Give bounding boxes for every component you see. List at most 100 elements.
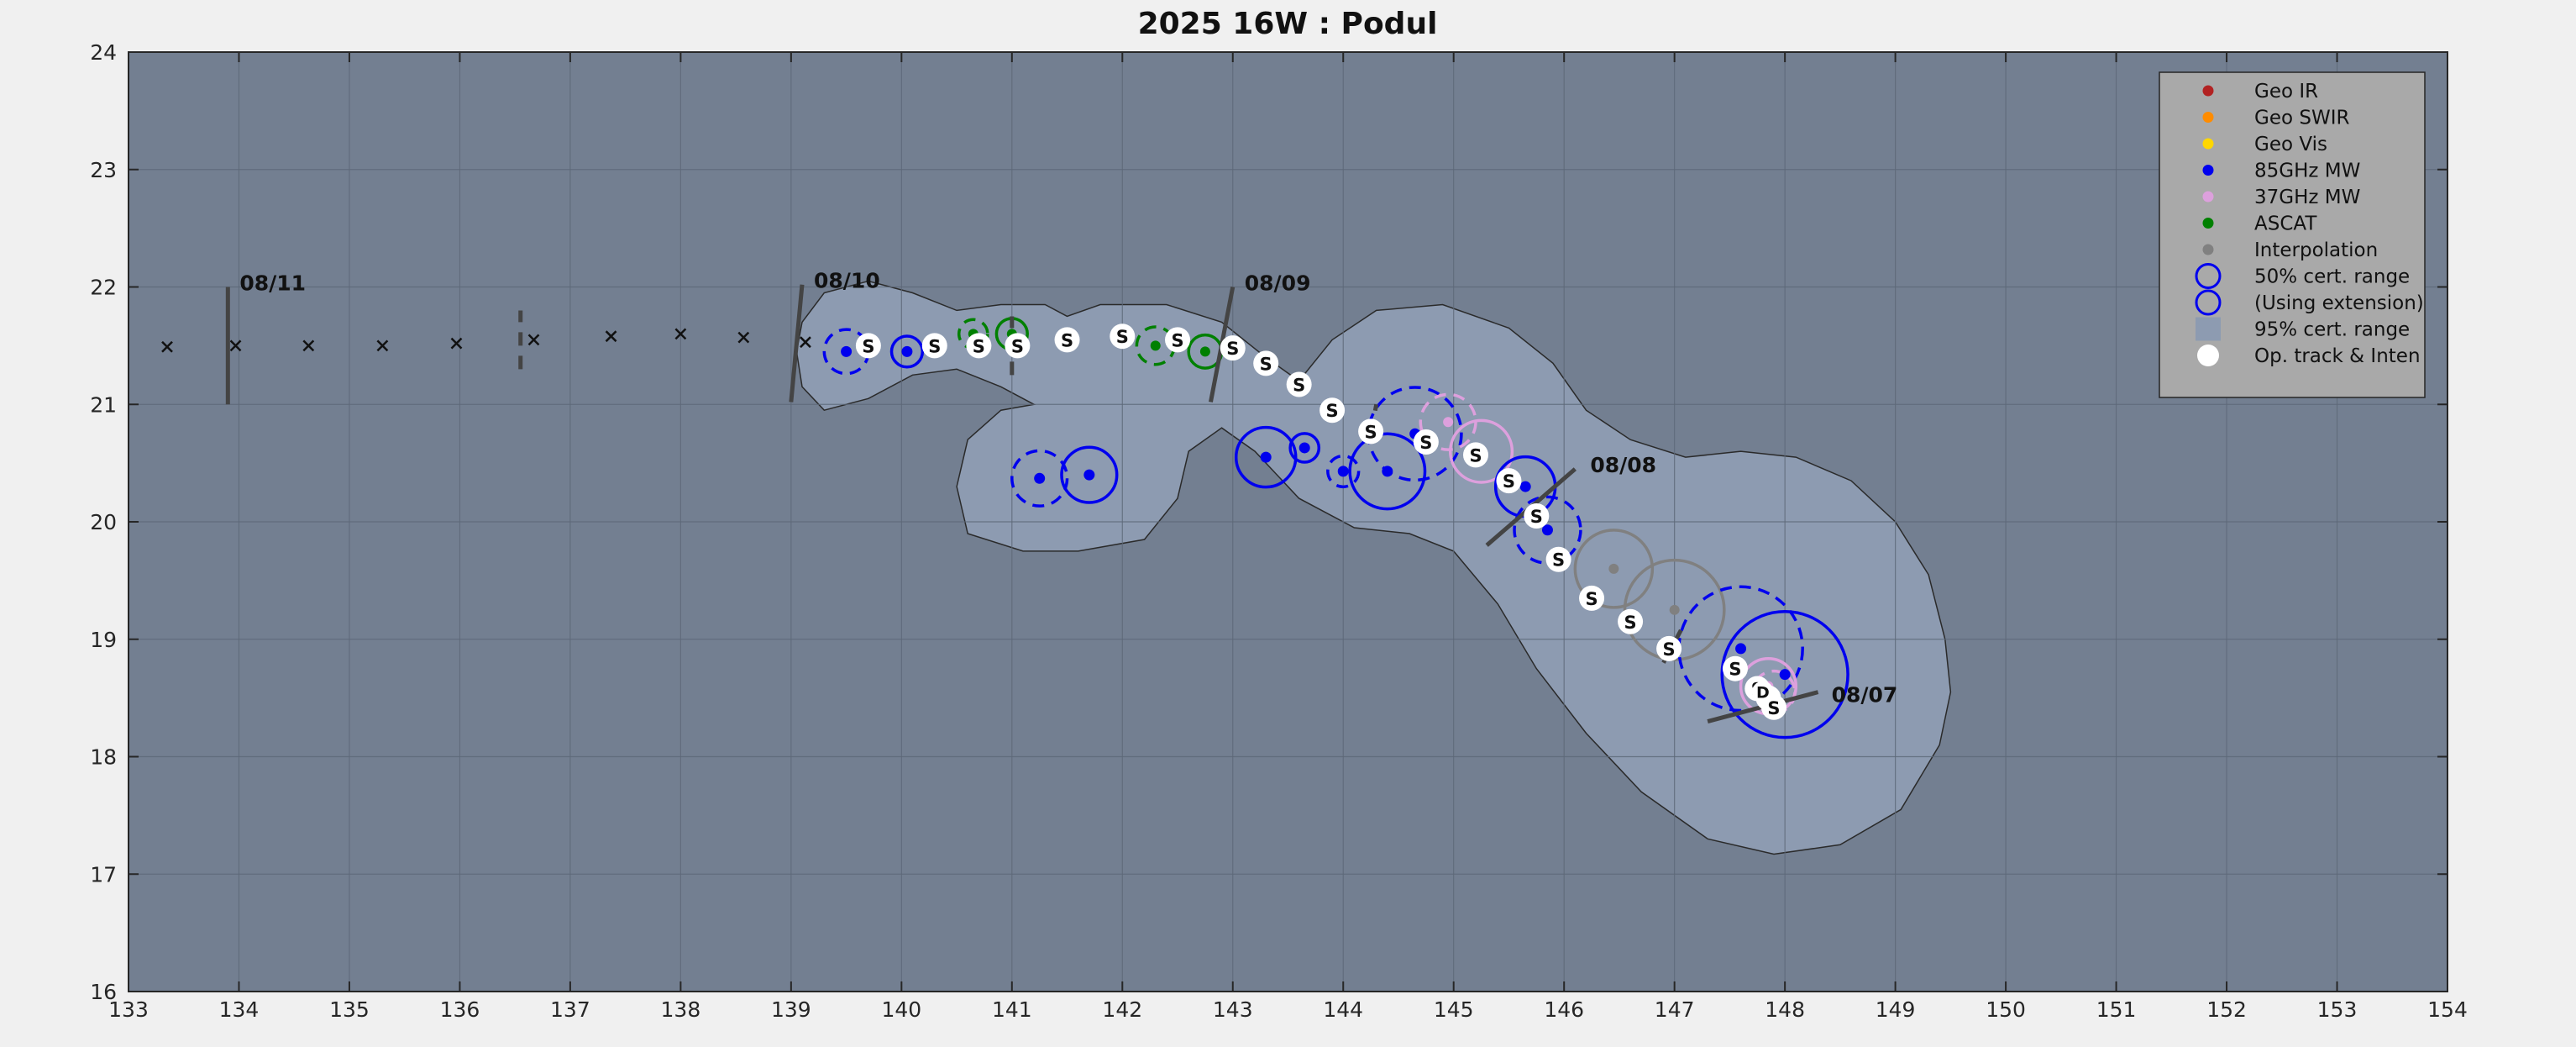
op-track-intensity-label: S	[1116, 327, 1129, 347]
op-track-point: S	[1319, 397, 1346, 424]
mw85-point	[901, 345, 913, 357]
op-track-dot	[1319, 397, 1346, 424]
legend-label: Geo SWIR	[2254, 108, 2349, 129]
op-track-point: S	[1110, 324, 1136, 350]
cert-range-50-circle	[1348, 432, 1427, 511]
mw85-point	[1034, 472, 1046, 484]
legend-dot-icon	[2202, 191, 2214, 203]
op-track-point: S	[1496, 468, 1522, 494]
x-tick-label: 134	[219, 997, 260, 1022]
op-track-point: D	[1751, 681, 1774, 703]
op-track-point: S	[1618, 608, 1644, 634]
op-track-dot	[1054, 327, 1080, 353]
date-marker-label: 08/08	[1590, 453, 1656, 477]
legend-item: 50% cert. range	[2195, 263, 2410, 289]
op-track-intensity-label: S	[1503, 471, 1515, 492]
y-tick-label: 17	[90, 862, 117, 887]
legend-circle-icon	[2195, 289, 2222, 316]
x-tick-label: 152	[2206, 997, 2247, 1022]
legend-label: Geo Vis	[2254, 134, 2327, 155]
y-tick-label: 19	[90, 628, 117, 652]
op-track-intensity-label: S	[1293, 375, 1305, 395]
cert-range-50-circle	[1060, 445, 1119, 504]
op-track-intensity-label: D	[1756, 684, 1770, 702]
op-track-intensity-label: S	[1260, 354, 1272, 374]
op-track-intensity-label: S	[1663, 639, 1676, 660]
legend-dot-icon	[2202, 244, 2214, 255]
forecast-track-point	[527, 334, 540, 346]
x-tick-label: 154	[2427, 997, 2468, 1022]
forecast-track-point	[800, 336, 811, 349]
x-tick-label: 144	[1323, 997, 1363, 1022]
x-tick-label: 142	[1102, 997, 1142, 1022]
legend-label: Op. track & Inten	[2254, 345, 2421, 367]
interpolation-point	[1669, 604, 1680, 615]
y-tick-label: 24	[90, 40, 117, 65]
op-track-dot	[1413, 429, 1439, 455]
op-track-point: S	[1524, 503, 1550, 529]
legend-label: 37GHz MW	[2254, 187, 2360, 208]
x-tick-label: 139	[771, 997, 811, 1022]
x-tick-label: 147	[1655, 997, 1695, 1022]
cert-range-50-circle	[889, 334, 925, 369]
op-track-point: S	[1286, 371, 1312, 397]
legend-dot-icon	[2202, 138, 2214, 150]
legend-item: 85GHz MW	[2202, 160, 2360, 182]
mw37-point	[1443, 417, 1454, 428]
legend-item: Geo Vis	[2202, 134, 2327, 155]
op-track-intensity-label: S	[1061, 330, 1073, 350]
mw85-point	[1337, 466, 1349, 477]
cert-range-extension-circle	[1513, 495, 1582, 565]
y-tick-label: 16	[90, 980, 117, 1004]
mw85-point	[1382, 466, 1393, 477]
date-marker-label: 08/09	[1245, 271, 1311, 296]
op-track-dot	[1463, 442, 1489, 468]
op-track-intensity-label: S	[1365, 422, 1377, 442]
op-track-intensity-label: S	[1326, 401, 1339, 421]
forecast-cross-stroke	[302, 339, 315, 352]
op-track-point: S	[1165, 327, 1191, 353]
legend-dot-icon	[2202, 218, 2214, 229]
forecast-track-point	[605, 330, 617, 343]
legend-item: 37GHz MW	[2202, 187, 2360, 208]
legend-item: Geo IR	[2202, 81, 2318, 103]
y-tick-label: 21	[90, 392, 117, 417]
x-tick-label: 148	[1765, 997, 1805, 1022]
op-track-point: S	[1545, 546, 1571, 572]
mw85-point	[1735, 643, 1747, 655]
x-tick-label: 136	[440, 997, 480, 1022]
op-track-point: S	[921, 333, 947, 359]
op-track-point: S	[855, 333, 881, 359]
op-track-intensity-label: S	[1419, 433, 1432, 453]
op-track-intensity-label: S	[1729, 660, 1741, 680]
ascat-point	[1199, 346, 1210, 357]
ascat-point	[1150, 340, 1161, 351]
forecast-cross-stroke	[527, 334, 540, 346]
forecast-track-point	[450, 337, 463, 350]
x-tick-label: 153	[2317, 997, 2358, 1022]
op-track-dot	[855, 333, 881, 359]
op-track-point: S	[1413, 429, 1439, 455]
legend-item: ASCAT	[2202, 213, 2317, 235]
legend-white-dot-icon	[2197, 345, 2219, 366]
op-track-intensity-label: S	[928, 336, 941, 356]
y-tick-label: 20	[90, 510, 117, 534]
forecast-cross-stroke	[674, 328, 687, 340]
forecast-track-point	[376, 339, 389, 352]
op-track-intensity-label: S	[1530, 507, 1543, 527]
y-tick-label: 18	[90, 745, 117, 770]
forecast-cross-stroke	[450, 337, 463, 350]
op-track-dot	[1358, 418, 1384, 445]
forecast-cross-stroke	[376, 339, 389, 352]
op-track-intensity-label: S	[1011, 336, 1024, 356]
x-tick-label: 141	[992, 997, 1032, 1022]
legend: Geo IR Geo SWIR Geo Vis 85GHz MW 37GHz MW ASC…	[2159, 71, 2426, 398]
x-tick-label: 150	[1986, 997, 2026, 1022]
op-track-point: S	[1656, 635, 1682, 661]
y-tick-label: 22	[90, 276, 117, 300]
op-track-dot	[1545, 546, 1571, 572]
op-track-intensity-label: S	[1767, 698, 1780, 718]
op-track-intensity-label: S	[973, 336, 985, 356]
date-marker-label: 08/10	[814, 269, 880, 293]
date-marker-label: 08/11	[239, 271, 306, 296]
